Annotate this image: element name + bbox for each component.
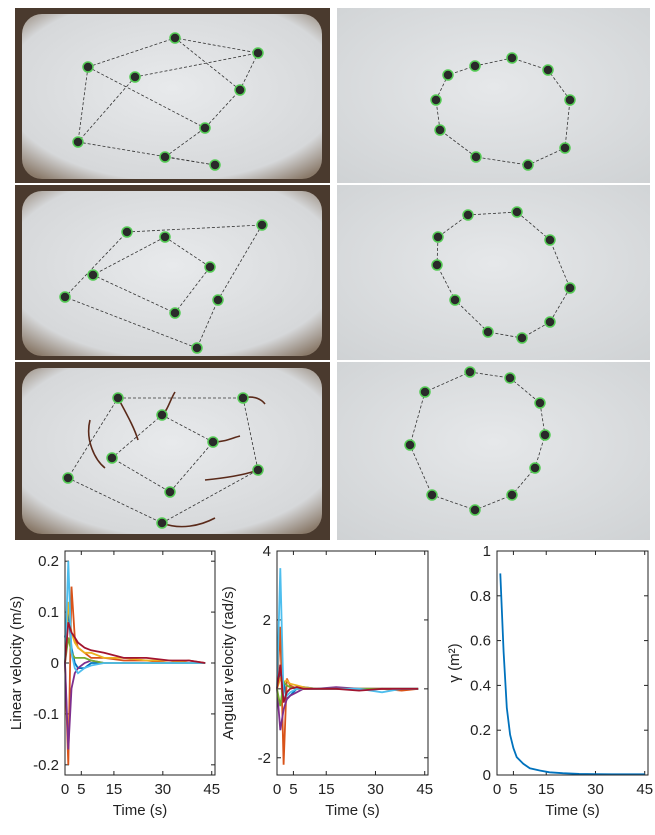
y-tick-label: 1 [483,543,491,560]
y-axis-label: Linear velocity (m/s) [8,596,25,730]
photo-floor [22,191,322,356]
x-tick-label: 15 [318,781,335,798]
series-line [64,622,206,664]
y-tick-label: 0.8 [470,588,491,605]
y-axis-label: γ (m²) [446,643,463,682]
series-line [276,568,419,702]
y-tick-label: 0.2 [470,722,491,739]
x-tick-label: 45 [203,781,220,798]
x-tick-label: 5 [509,781,517,798]
formation [87,66,206,129]
x-tick-label: 30 [154,781,171,798]
x-tick-label: 15 [106,781,123,798]
y-tick-label: -2 [258,750,271,767]
y-tick-label: 0.6 [470,633,491,650]
y-tick-label: 0 [483,767,491,784]
photo [337,8,650,183]
series-line [276,626,419,765]
robots [62,392,264,529]
x-axis-label: Time (s) [113,802,167,819]
photo-floor [22,368,322,534]
robots [404,366,551,516]
formation [111,414,214,493]
series-line [64,586,206,765]
series-line [64,659,206,750]
robots [72,32,264,171]
plot-frame [64,550,216,776]
x-tick-label: 15 [538,781,555,798]
plot-frame [276,550,429,776]
x-tick-label: 0 [493,781,501,798]
formation [174,37,241,91]
robots [431,206,576,344]
y-tick-label: -0.1 [33,706,59,723]
robots [59,219,268,354]
formation [77,37,259,166]
trajectory [87,391,266,528]
y-tick-label: -0.2 [33,757,59,774]
x-axis-label: Time (s) [325,802,379,819]
photo-floor [22,14,322,179]
plot-frame [496,550,649,776]
y-tick-label: 0 [263,681,271,698]
y-tick-label: 0.4 [470,677,491,694]
y-tick-label: 2 [263,612,271,629]
x-tick-label: 45 [416,781,433,798]
robots [430,52,576,171]
x-tick-label: 30 [587,781,604,798]
photo [337,362,650,540]
formation [134,52,259,78]
x-tick-label: 5 [289,781,297,798]
series-line [64,561,206,675]
y-tick-label: 0 [51,655,59,672]
x-tick-label: 0 [61,781,69,798]
series-line [276,664,419,703]
x-tick-label: 30 [367,781,384,798]
photo [337,185,650,360]
y-tick-label: 0.1 [38,604,59,621]
y-axis-label: Angular velocity (rad/s) [220,586,237,739]
y-tick-label: 4 [263,543,271,560]
y-tick-label: 0.2 [38,553,59,570]
x-tick-label: 5 [77,781,85,798]
x-axis-label: Time (s) [545,802,599,819]
x-tick-label: 0 [273,781,281,798]
photo-panels [15,8,650,540]
series-line [276,686,419,731]
formation [64,224,263,349]
formation [77,76,136,143]
x-tick-label: 45 [636,781,653,798]
series-line [499,573,645,776]
